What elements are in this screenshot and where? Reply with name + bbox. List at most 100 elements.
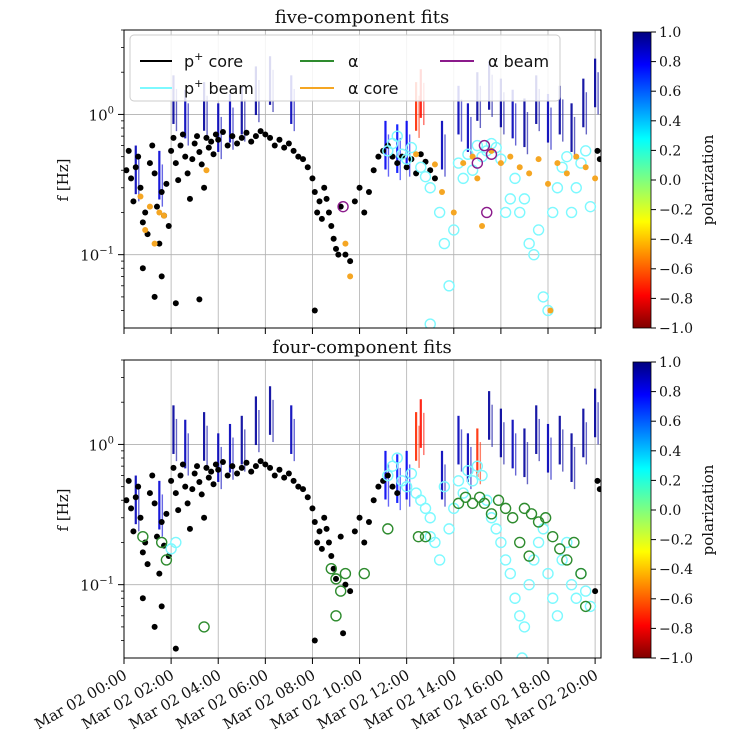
data-point: [535, 156, 542, 163]
data-point: [137, 193, 144, 200]
data-point: [561, 554, 573, 566]
data-point: [452, 497, 465, 510]
data-point: [130, 198, 137, 205]
data-point: [342, 581, 349, 588]
data-point: [124, 167, 130, 174]
data-point: [243, 129, 250, 136]
data-point: [267, 464, 274, 471]
data-point: [146, 203, 153, 210]
data-point: [267, 134, 274, 141]
colorbar: 1.0 0.8 0.6 0.4 0.2 0.0 −0.2 −0.4 −0.6 −0.8 −1.0 p…: [632, 25, 717, 337]
data-point: [466, 497, 479, 510]
y-ticks: 10−1 100: [80, 359, 124, 641]
colorbar-gradient: [632, 31, 652, 329]
colorbar-label: polarization: [699, 464, 717, 555]
data-point: [175, 507, 182, 514]
data-point: [479, 223, 486, 230]
data-point: [570, 592, 582, 604]
data-point: [328, 553, 335, 560]
data-point: [137, 530, 149, 543]
data-point: [518, 193, 531, 205]
colorbar: 1.0 0.8 0.6 0.4 0.2 0.0 −0.2 −0.4 −0.6 −0.8 −1.0 p…: [632, 355, 717, 667]
data-point: [365, 188, 372, 195]
data-point: [318, 545, 325, 552]
data-point: [443, 280, 455, 292]
data-point: [340, 630, 347, 637]
chart-title: five-component fits: [275, 7, 450, 28]
data-point: [186, 195, 193, 202]
data-point: [594, 477, 601, 484]
data-point: [565, 206, 578, 219]
data-point: [224, 142, 231, 149]
data-point: [132, 164, 139, 171]
data-point: [427, 167, 434, 174]
data-point: [539, 512, 552, 524]
colorbar-tick-label: 1.0: [659, 25, 681, 41]
data-point: [412, 530, 425, 543]
data-point: [347, 258, 354, 265]
data-point: [156, 240, 163, 247]
data-point: [579, 145, 592, 157]
data-point: [542, 567, 554, 580]
data-point: [281, 144, 288, 151]
data-point: [504, 193, 517, 205]
data-point: [215, 466, 222, 473]
data-point: [394, 160, 401, 167]
data-point: [179, 461, 186, 468]
data-point: [330, 610, 342, 622]
data-point: [431, 161, 438, 168]
legend-item-p-core: p+ core: [140, 50, 243, 71]
data-point: [563, 170, 570, 177]
y-axis-label: f [Hz]: [54, 158, 72, 201]
y-axis-label: f [Hz]: [54, 488, 72, 531]
data-point: [361, 539, 368, 546]
data-point: [499, 206, 512, 219]
data-point: [469, 153, 476, 160]
y-tick-label: 10−1: [80, 576, 114, 595]
data-point: [151, 240, 158, 247]
legend-label-alpha-beam: α beam: [488, 52, 549, 71]
data-point: [137, 184, 144, 191]
data-point: [124, 497, 130, 504]
data-point: [417, 151, 424, 158]
data-point: [196, 148, 203, 155]
data-point: [316, 198, 323, 205]
spikes: [134, 386, 599, 537]
colorbar-label: polarization: [699, 134, 717, 225]
data-point: [419, 170, 432, 183]
data-point: [347, 588, 354, 595]
data-point: [198, 621, 210, 633]
data-point: [172, 300, 179, 307]
data-point: [252, 133, 259, 140]
colorbar-tick-label: 0.2: [659, 473, 681, 489]
data-point: [135, 153, 142, 160]
data-point: [481, 494, 493, 506]
colorbar-tick-label: 0.0: [659, 503, 681, 519]
data-point: [365, 518, 372, 525]
data-point: [554, 543, 566, 555]
data-point: [330, 235, 337, 242]
data-point: [478, 139, 491, 152]
points: [124, 128, 601, 328]
data-point: [163, 180, 170, 187]
data-point: [424, 182, 436, 194]
plot-frame: [123, 29, 602, 329]
data-point: [579, 585, 592, 597]
data-point: [285, 140, 292, 147]
data-point: [506, 512, 519, 524]
data-point: [311, 518, 318, 525]
colorbar-tick-label: 1.0: [659, 355, 681, 371]
data-point: [565, 578, 578, 591]
data-point: [551, 182, 564, 194]
data-point: [295, 483, 302, 490]
data-point: [594, 147, 601, 154]
data-point: [516, 164, 523, 171]
data-point: [382, 523, 394, 535]
legend-label-p-core: p+ core: [184, 50, 243, 71]
legend-frame: [129, 34, 561, 102]
data-point: [139, 219, 146, 226]
data-point: [466, 475, 479, 487]
data-point: [584, 200, 597, 213]
data-point: [201, 514, 208, 521]
data-point: [448, 224, 460, 236]
